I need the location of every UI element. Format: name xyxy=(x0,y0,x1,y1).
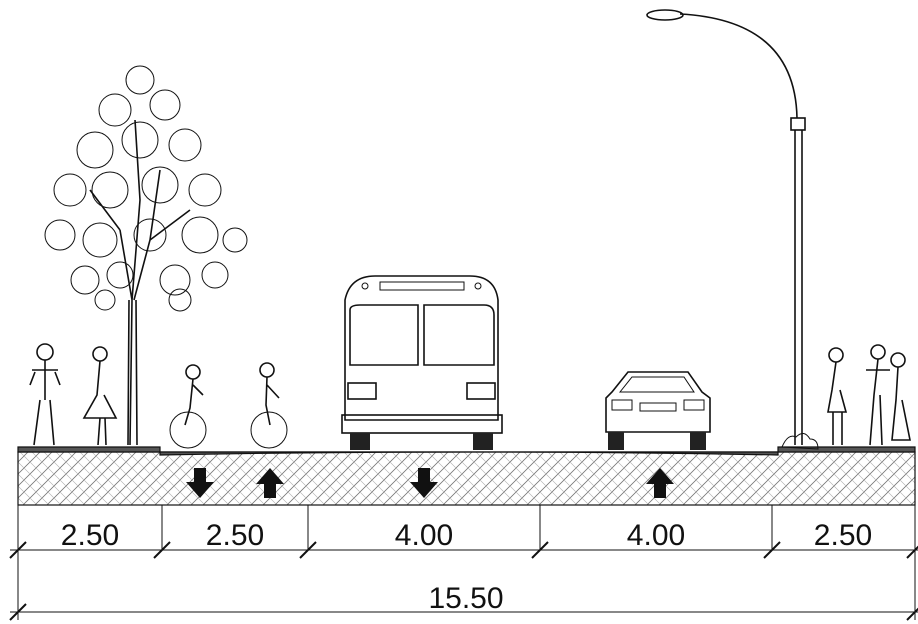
segment-width: 4.00 xyxy=(395,519,453,552)
ground xyxy=(18,447,915,505)
street-lamp xyxy=(647,10,818,449)
street-section: 2.50 2.50 4.00 4.00 2.50 15.50 xyxy=(0,0,918,624)
bus xyxy=(342,276,502,450)
segment-width: 4.00 xyxy=(627,519,685,552)
dimension-labels: 2.50 2.50 4.00 4.00 2.50 15.50 xyxy=(61,519,872,615)
segment-width: 2.50 xyxy=(814,519,872,552)
total-width: 15.50 xyxy=(428,582,503,615)
segment-width: 2.50 xyxy=(206,519,264,552)
segment-width: 2.50 xyxy=(61,519,119,552)
car xyxy=(606,372,710,450)
tree xyxy=(45,66,247,445)
